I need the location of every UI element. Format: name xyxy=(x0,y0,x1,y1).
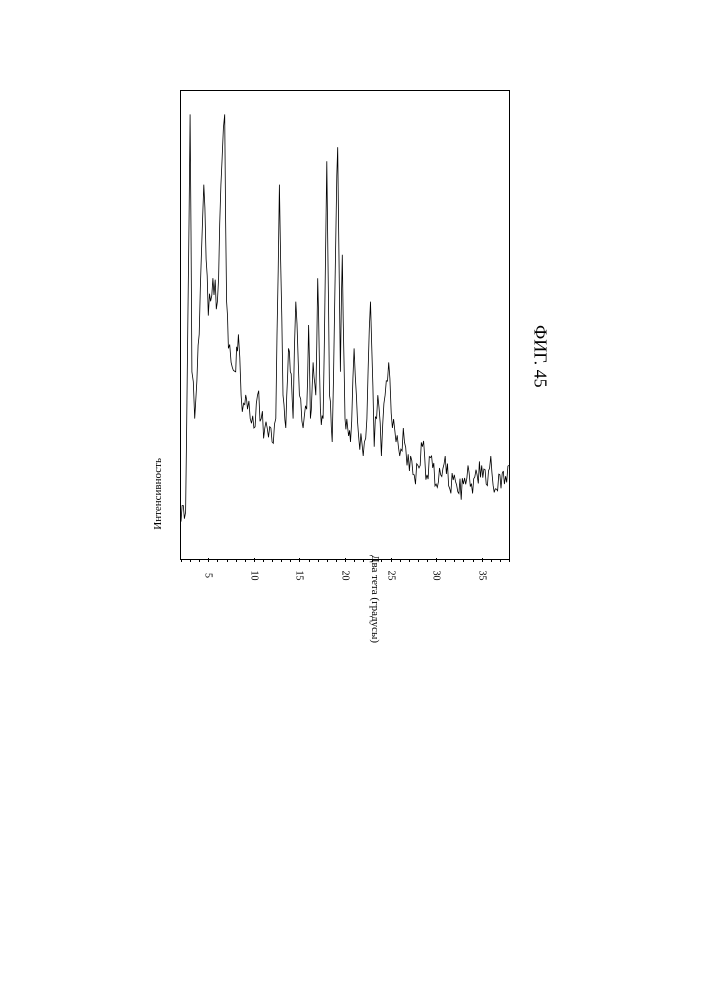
figure: 5101520253035 Интенсивность Два тета (гр… xyxy=(180,90,570,560)
xtick-minor xyxy=(199,560,200,562)
xtick-major xyxy=(208,558,209,562)
xtick-label: 15 xyxy=(294,571,305,581)
xtick-minor xyxy=(336,560,337,562)
xtick-minor xyxy=(445,560,446,562)
xtick-minor xyxy=(217,560,218,562)
y-axis-label: Интенсивность xyxy=(152,458,164,530)
xtick-minor xyxy=(227,560,228,562)
page: 5101520253035 Интенсивность Два тета (гр… xyxy=(0,0,707,1000)
xtick-minor xyxy=(500,560,501,562)
xtick-minor xyxy=(181,560,182,562)
xtick-label: 35 xyxy=(476,571,487,581)
xtick-label: 20 xyxy=(340,571,351,581)
xtick-major xyxy=(299,558,300,562)
xtick-minor xyxy=(509,560,510,562)
xtick-minor xyxy=(491,560,492,562)
xtick-minor xyxy=(427,560,428,562)
xtick-label: 30 xyxy=(431,571,442,581)
xtick-minor xyxy=(454,560,455,562)
xtick-major xyxy=(391,558,392,562)
xtick-minor xyxy=(236,560,237,562)
xtick-major xyxy=(482,558,483,562)
xtick-label: 10 xyxy=(248,571,259,581)
xtick-minor xyxy=(409,560,410,562)
xrd-plot: 5101520253035 xyxy=(180,90,510,560)
xtick-minor xyxy=(272,560,273,562)
xrd-line-svg xyxy=(181,91,509,559)
xtick-minor xyxy=(354,560,355,562)
xtick-minor xyxy=(400,560,401,562)
figure-caption: ФИГ. 45 xyxy=(530,325,551,388)
xtick-major xyxy=(436,558,437,562)
xtick-minor xyxy=(418,560,419,562)
xtick-minor xyxy=(327,560,328,562)
xtick-minor xyxy=(381,560,382,562)
xtick-minor xyxy=(309,560,310,562)
xtick-minor xyxy=(281,560,282,562)
xtick-minor xyxy=(363,560,364,562)
xtick-label: 25 xyxy=(385,571,396,581)
xtick-minor xyxy=(245,560,246,562)
xtick-minor xyxy=(463,560,464,562)
xtick-minor xyxy=(318,560,319,562)
xtick-minor xyxy=(190,560,191,562)
xtick-minor xyxy=(473,560,474,562)
xtick-minor xyxy=(263,560,264,562)
x-axis-label: Два тета (градусы) xyxy=(369,555,381,643)
xtick-major xyxy=(254,558,255,562)
xtick-minor xyxy=(290,560,291,562)
xtick-major xyxy=(345,558,346,562)
xtick-label: 5 xyxy=(203,573,214,578)
